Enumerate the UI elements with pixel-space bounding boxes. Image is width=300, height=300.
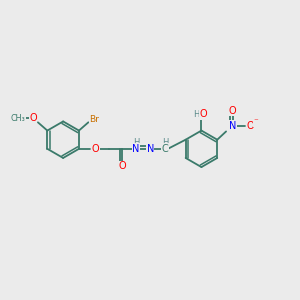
- Text: O: O: [29, 113, 37, 123]
- Text: N: N: [132, 144, 140, 154]
- Text: H: H: [133, 138, 139, 147]
- Text: H: H: [162, 138, 168, 147]
- Text: O: O: [119, 161, 126, 172]
- Text: H: H: [193, 110, 199, 118]
- Text: Br: Br: [89, 115, 99, 124]
- Text: O: O: [92, 144, 99, 154]
- Text: O: O: [246, 121, 254, 130]
- Text: O: O: [229, 106, 236, 116]
- Text: N: N: [229, 121, 236, 130]
- Text: O: O: [200, 109, 207, 119]
- Text: ⁻: ⁻: [254, 118, 259, 127]
- Text: N: N: [146, 144, 154, 154]
- Text: C: C: [162, 144, 168, 154]
- Text: CH₃: CH₃: [11, 114, 25, 123]
